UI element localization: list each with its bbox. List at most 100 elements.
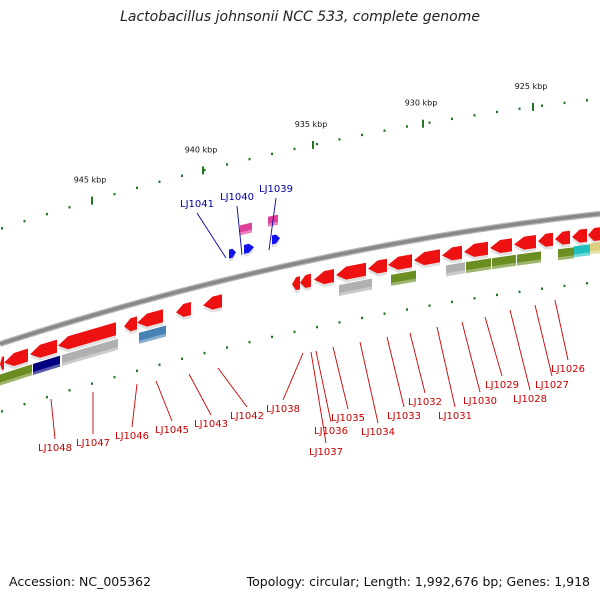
cog-grey-box-highlight — [62, 346, 118, 366]
leader-line — [131, 383, 138, 428]
gene-label: LJ1033 — [387, 411, 421, 422]
ring-dot — [136, 369, 138, 373]
gene-arrow — [4, 348, 28, 366]
gene-arrow-forward — [244, 243, 254, 254]
gene-label: LJ1036 — [314, 426, 348, 437]
ring-dot — [316, 142, 318, 146]
major-tick — [312, 140, 314, 149]
ring-dot — [248, 340, 251, 344]
ring-dot — [181, 174, 183, 178]
ring-dot — [361, 316, 363, 320]
gene-arrow — [442, 245, 462, 261]
ring-dot — [226, 163, 228, 166]
leader-line — [484, 316, 503, 377]
backbone-line — [0, 212, 600, 346]
topology-summary: Topology: circular; Length: 1,992,676 bp… — [246, 574, 590, 589]
cog-cyan-box-highlight — [574, 252, 590, 258]
ring-dot — [338, 321, 341, 324]
ring-dot — [406, 125, 408, 128]
ring-dot — [451, 117, 453, 121]
gene-arrow — [388, 254, 412, 270]
label-leader-lines — [50, 197, 569, 444]
gene-arrow — [588, 227, 600, 241]
ring-dot — [541, 104, 543, 107]
gene-label: LJ1037 — [309, 447, 343, 458]
ring-dot — [1, 410, 3, 413]
cog-olive-box — [0, 364, 32, 386]
leader-line — [409, 332, 426, 394]
scale-ticks: 925 kbp 930 kbp 935 kbp 940 kbp 945 kbp — [74, 82, 547, 205]
cog-olive-box-highlight — [466, 266, 491, 274]
gene-arrow — [555, 230, 570, 245]
ring-dot — [293, 147, 296, 151]
cog-olive-box-highlight — [492, 262, 516, 270]
gene-label: LJ1045 — [155, 425, 189, 436]
gene-arrow — [572, 228, 587, 243]
cog-grey-box-highlight — [446, 270, 465, 277]
cog-olive-box — [391, 270, 416, 286]
ring-dot — [383, 129, 386, 132]
genome-backbone — [0, 210, 600, 347]
leader-line — [436, 326, 456, 408]
ring-dot — [473, 297, 476, 300]
gene-label: LJ1035 — [331, 413, 365, 424]
ring-dot — [496, 293, 498, 297]
ring-dot — [473, 114, 476, 117]
gene-arrow — [30, 339, 57, 358]
ring-dot — [451, 300, 453, 304]
leader-line — [386, 336, 405, 408]
leader-line — [310, 351, 327, 444]
gene-label: LJ1041 — [180, 199, 214, 210]
cog-olive-box-highlight — [558, 255, 574, 261]
leader-line — [534, 304, 553, 377]
gene-label: LJ1038 — [266, 404, 300, 415]
cog-olive-box-highlight — [517, 259, 541, 266]
cog-magenta-box-highlight — [268, 221, 278, 227]
gene-label: LJ1043 — [194, 419, 228, 430]
cog-khaki-box — [590, 242, 600, 255]
ring-dot — [158, 363, 161, 366]
gene-labels: LJ1026 LJ1027 LJ1028 LJ1029 LJ1030 LJ1031 LJ10… — [38, 184, 585, 458]
cog-cyan-box — [574, 244, 590, 258]
ring-dot — [181, 357, 183, 361]
gene-arrow — [368, 258, 387, 274]
cog-olive-box — [558, 247, 574, 261]
gene-label: LJ1029 — [485, 380, 519, 391]
ring-dot — [136, 186, 138, 190]
cog-grey-box — [446, 262, 465, 277]
gene-arrow — [0, 356, 4, 370]
ring-dot — [338, 138, 341, 141]
cog-grey-box-highlight — [339, 286, 372, 296]
ring-dot — [518, 107, 521, 110]
gene-arrow — [137, 309, 163, 327]
leader-line — [50, 398, 56, 440]
gene-label: LJ1047 — [76, 438, 110, 449]
gene-label: LJ1039 — [259, 184, 293, 195]
gene-label: LJ1027 — [535, 380, 569, 391]
tick-label: 940 kbp — [185, 145, 218, 154]
ring-dot — [586, 99, 588, 102]
ring-dot — [203, 351, 206, 355]
gene-arrow — [314, 269, 334, 285]
ring-dot — [46, 212, 48, 216]
gene-label: LJ1042 — [230, 411, 264, 422]
gene-arrow — [58, 322, 116, 350]
gene-arrow — [336, 262, 366, 280]
ring-dot — [563, 284, 566, 288]
ring-dot — [586, 282, 588, 285]
cog-olive-box — [517, 251, 541, 266]
major-tick — [202, 166, 204, 175]
leader-line — [188, 373, 212, 416]
gene-label: LJ1046 — [115, 431, 149, 442]
ring-dot — [518, 290, 521, 293]
ring-dot — [23, 402, 26, 406]
gene-label: LJ1026 — [551, 364, 585, 375]
ring-dot — [203, 168, 206, 172]
leader-line — [315, 350, 332, 423]
gene-arrow — [203, 294, 222, 310]
leader-line — [509, 309, 531, 391]
gene-arrow — [176, 302, 191, 317]
gene-label: LJ1034 — [361, 427, 395, 438]
